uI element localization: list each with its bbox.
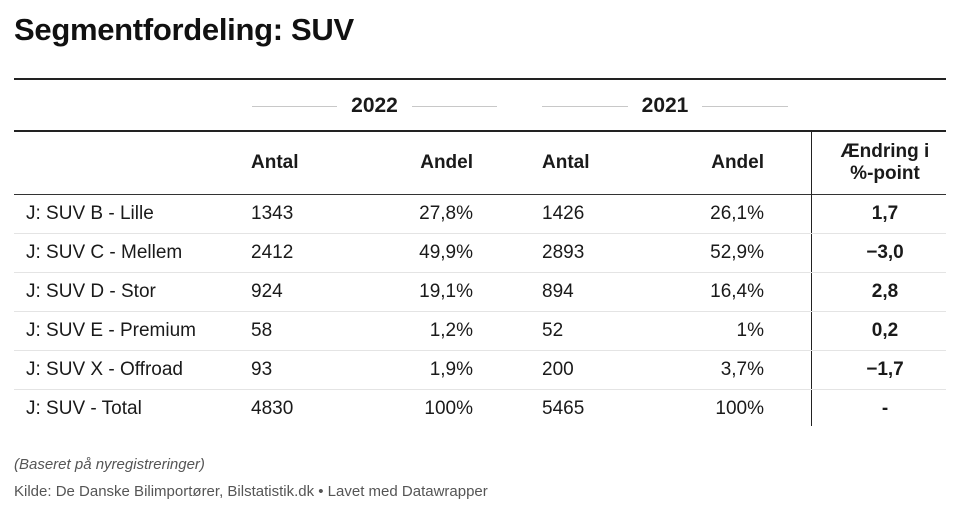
cell-andel-2022: 49,9% [419,242,473,263]
cell-antal-2021: 200 [542,359,574,380]
cell-andel-2021: 52,9% [710,242,764,263]
header-change: Ændring i %-point [814,132,956,194]
top-rule [14,78,946,80]
header-rule [14,130,946,132]
footnote: (Baseret på nyregistreringer) [14,456,205,473]
cell-andel-2022: 27,8% [419,203,473,224]
header-antal-2022: Antal [251,152,299,173]
cell-change: 1,7 [871,203,899,224]
row-label: J: SUV X - Offroad [26,359,183,380]
table-body: J: SUV B - Lille 1343 27,8% 1426 26,1% 1… [14,195,946,428]
group-line [702,105,788,107]
cell-antal-2021: 5465 [542,398,585,419]
table-row: J: SUV X - Offroad 93 1,9% 200 3,7% −1,7 [14,351,946,390]
year-group-header: 2022 2021 [14,90,946,122]
row-label: J: SUV E - Premium [26,320,196,341]
row-label: J: SUV B - Lille [26,203,154,224]
table-row: J: SUV - Total 4830 100% 5465 100% - [14,390,946,428]
table-row: J: SUV D - Stor 924 19,1% 894 16,4% 2,8 [14,273,946,312]
cell-antal-2021: 52 [542,320,564,341]
cell-andel-2021: 1% [736,320,764,341]
cell-andel-2021: 26,1% [710,203,764,224]
table-row: J: SUV C - Mellem 2412 49,9% 2893 52,9% … [14,234,946,273]
group-2021: 2021 [542,90,788,122]
row-label: J: SUV - Total [26,398,142,419]
cell-andel-2022: 1,9% [429,359,473,380]
cell-change: −3,0 [866,242,904,263]
cell-change: 0,2 [871,320,899,341]
table-row: J: SUV B - Lille 1343 27,8% 1426 26,1% 1… [14,195,946,234]
cell-antal-2021: 894 [542,281,574,302]
cell-antal-2022: 4830 [251,398,294,419]
cell-antal-2022: 58 [251,320,273,341]
group-line [542,105,628,107]
table-row: J: SUV E - Premium 58 1,2% 52 1% 0,2 [14,312,946,351]
cell-change: - [881,398,889,419]
cell-antal-2022: 2412 [251,242,294,263]
page-title: Segmentfordeling: SUV [14,12,354,47]
cell-antal-2022: 93 [251,359,273,380]
column-header-row: Antal Andel Antal Andel Ændring i %-poin… [14,132,946,194]
cell-antal-2022: 1343 [251,203,294,224]
header-antal-2021: Antal [542,152,590,173]
body-rule [14,194,946,195]
group-2022: 2022 [252,90,497,122]
cell-andel-2022: 19,1% [419,281,473,302]
source-line: Kilde: De Danske Bilimportører, Bilstati… [14,483,488,500]
group-line [411,105,497,107]
header-andel-2022: Andel [420,152,473,173]
group-label-2021: 2021 [641,94,689,117]
cell-andel-2022: 1,2% [429,320,473,341]
header-andel-2021: Andel [711,152,764,173]
group-label-2022: 2022 [351,94,398,117]
header-change-label: Ændring i %-point [840,141,930,184]
cell-antal-2022: 924 [251,281,283,302]
cell-andel-2022: 100% [424,398,473,419]
row-label: J: SUV D - Stor [26,281,156,302]
change-column-divider [811,132,812,426]
cell-andel-2021: 100% [715,398,764,419]
cell-change: −1,7 [866,359,904,380]
cell-antal-2021: 2893 [542,242,585,263]
group-line [252,105,338,107]
cell-andel-2021: 3,7% [720,359,764,380]
cell-antal-2021: 1426 [542,203,585,224]
cell-andel-2021: 16,4% [710,281,764,302]
cell-change: 2,8 [871,281,899,302]
row-label: J: SUV C - Mellem [26,242,183,263]
